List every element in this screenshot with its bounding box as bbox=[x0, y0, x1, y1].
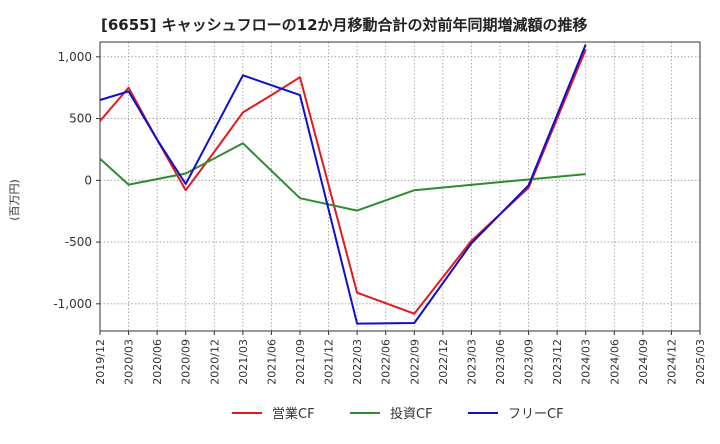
x-tick-label: 2020/09 bbox=[180, 339, 193, 385]
legend-label: 営業CF bbox=[272, 406, 315, 422]
y-tick-label: 0 bbox=[84, 173, 92, 187]
x-tick-label: 2021/06 bbox=[265, 339, 278, 385]
x-tick-label: 2023/12 bbox=[551, 339, 564, 385]
legend-label: 投資CF bbox=[390, 406, 433, 422]
series-lines bbox=[99, 44, 587, 325]
x-tick-label: 2022/12 bbox=[437, 339, 450, 385]
x-tick-label: 2023/03 bbox=[465, 339, 478, 385]
x-tick-label: 2019/12 bbox=[94, 339, 107, 385]
x-tick-label: 2022/06 bbox=[380, 339, 393, 385]
x-tick-label: 2024/09 bbox=[637, 339, 650, 385]
x-tick-label: 2021/03 bbox=[237, 339, 250, 385]
series-line bbox=[99, 142, 586, 212]
x-tick-label: 2024/06 bbox=[608, 339, 621, 385]
x-tick-label: 2024/03 bbox=[580, 339, 593, 385]
x-tick-label: 2022/09 bbox=[408, 339, 421, 385]
y-tick-label: 500 bbox=[69, 112, 92, 126]
y-axis-ticks: 1,000 500 0 -500 -1,000 bbox=[53, 50, 100, 311]
x-tick-label: 2021/09 bbox=[294, 339, 307, 385]
x-tick-label: 2025/03 bbox=[694, 339, 707, 385]
x-tick-label: 2020/06 bbox=[151, 339, 164, 385]
legend-label: フリーCF bbox=[508, 407, 564, 422]
legend: 営業CF 投資CF フリーCF bbox=[232, 406, 564, 422]
x-tick-label: 2024/12 bbox=[665, 339, 678, 385]
y-tick-label: -1,000 bbox=[53, 297, 92, 311]
y-tick-label: -500 bbox=[65, 235, 92, 249]
x-tick-label: 2020/12 bbox=[208, 339, 221, 385]
x-tick-label: 2020/03 bbox=[123, 339, 136, 385]
grid bbox=[100, 42, 700, 331]
x-tick-label: 2023/06 bbox=[494, 339, 507, 385]
series-line bbox=[99, 44, 587, 325]
x-tick-label: 2022/03 bbox=[351, 339, 364, 385]
x-tick-label: 2023/09 bbox=[523, 339, 536, 385]
plot-area bbox=[99, 41, 701, 332]
y-tick-label: 1,000 bbox=[58, 50, 92, 64]
chart-title: [6655] キャッシュフローの12か月移動合計の対前年同期増減額の推移 bbox=[101, 16, 588, 34]
x-tick-label: 2021/12 bbox=[323, 339, 336, 385]
y-axis-label: (百万円) bbox=[8, 179, 21, 221]
x-axis-ticks: 2019/12 2020/03 2020/06 2020/09 2020/12 2021/… bbox=[94, 331, 707, 385]
